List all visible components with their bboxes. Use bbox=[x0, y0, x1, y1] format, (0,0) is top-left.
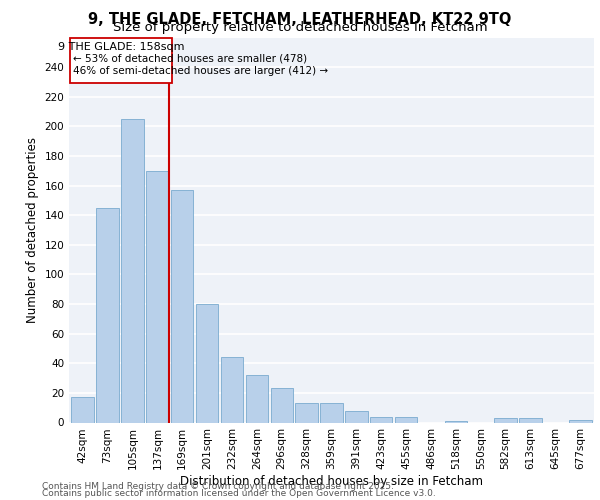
Bar bbox=[245, 375, 268, 422]
Text: 46% of semi-detached houses are larger (412) →: 46% of semi-detached houses are larger (… bbox=[73, 66, 328, 76]
Bar bbox=[520, 418, 542, 422]
Bar bbox=[295, 403, 318, 422]
X-axis label: Distribution of detached houses by size in Fetcham: Distribution of detached houses by size … bbox=[180, 475, 483, 488]
Text: 9 THE GLADE: 158sqm: 9 THE GLADE: 158sqm bbox=[58, 42, 185, 52]
Bar bbox=[345, 410, 368, 422]
Bar bbox=[445, 421, 467, 422]
Bar bbox=[146, 171, 169, 422]
Y-axis label: Number of detached properties: Number of detached properties bbox=[26, 137, 39, 323]
Text: ← 53% of detached houses are smaller (478): ← 53% of detached houses are smaller (47… bbox=[73, 54, 307, 64]
Text: Contains public sector information licensed under the Open Government Licence v3: Contains public sector information licen… bbox=[42, 488, 436, 498]
Text: Contains HM Land Registry data © Crown copyright and database right 2025.: Contains HM Land Registry data © Crown c… bbox=[42, 482, 394, 491]
Text: 9, THE GLADE, FETCHAM, LEATHERHEAD, KT22 9TQ: 9, THE GLADE, FETCHAM, LEATHERHEAD, KT22… bbox=[88, 12, 512, 26]
Bar bbox=[221, 358, 243, 422]
Bar bbox=[569, 420, 592, 422]
Bar bbox=[71, 398, 94, 422]
Bar bbox=[271, 388, 293, 422]
Bar bbox=[320, 403, 343, 422]
Text: Size of property relative to detached houses in Fetcham: Size of property relative to detached ho… bbox=[113, 22, 487, 35]
Bar bbox=[97, 208, 119, 422]
Bar bbox=[121, 119, 143, 422]
FancyBboxPatch shape bbox=[70, 38, 172, 84]
Bar bbox=[370, 416, 392, 422]
Bar bbox=[395, 416, 418, 422]
Bar bbox=[196, 304, 218, 422]
Bar bbox=[494, 418, 517, 422]
Bar bbox=[171, 190, 193, 422]
